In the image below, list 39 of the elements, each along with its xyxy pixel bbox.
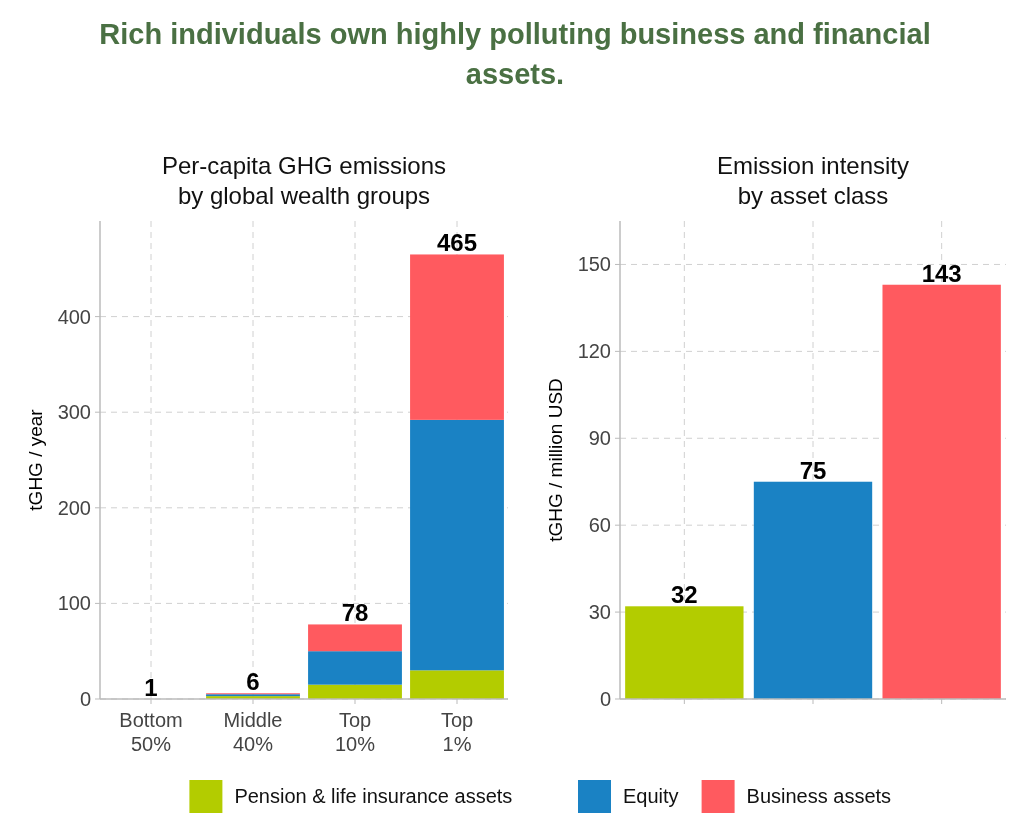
x-tick-label: Top 1% [440, 709, 474, 755]
total-label: 465 [436, 229, 478, 257]
y-tick-label: 120 [577, 340, 611, 363]
x-tick-label: Top 10% [334, 709, 376, 755]
legend-label: Business assets [746, 785, 892, 807]
bar [753, 481, 873, 699]
data-label: 32 [670, 581, 698, 609]
y-tick-label: 30 [588, 601, 611, 624]
y-tick-label: 200 [57, 496, 91, 519]
total-label: 6 [246, 668, 260, 696]
y-tick-label: 300 [57, 401, 91, 424]
total-label: 78 [341, 599, 369, 627]
legend-label: Equity [623, 785, 679, 807]
bar [410, 670, 504, 699]
chart-title: Emission intensity by asset class [716, 152, 910, 209]
chart-subtitle: Per-capita GHG emissions by global wealth groups [161, 152, 447, 209]
bar [882, 284, 1001, 699]
bar [625, 606, 744, 699]
text: 1 [144, 674, 158, 701]
y-tick-label: 400 [57, 305, 91, 328]
y-tick-label: 60 [588, 514, 611, 537]
bar [308, 651, 402, 685]
bar [308, 624, 402, 652]
y-axis-title: tGHG / million USD [545, 378, 566, 542]
data-label: 75 [799, 456, 827, 484]
data-label: 143 [921, 259, 962, 287]
y-tick-label: 0 [79, 688, 91, 710]
legend-label: Pension & life insurance assets [234, 785, 513, 807]
chart-title: Rich individuals own highly polluting business and financial assets. [98, 17, 932, 92]
y-tick-label: 100 [57, 592, 91, 615]
bar [410, 254, 504, 420]
bar [308, 684, 402, 699]
y-tick-label: 150 [577, 253, 611, 276]
y-tick-label: 0 [599, 688, 611, 710]
bar [410, 419, 504, 671]
y-axis-title: tGHG / year [25, 408, 46, 511]
y-tick-label: 90 [588, 427, 611, 450]
x-tick-label: Middle 40% [223, 709, 283, 755]
x-tick-label: Bottom 50% [119, 709, 183, 755]
